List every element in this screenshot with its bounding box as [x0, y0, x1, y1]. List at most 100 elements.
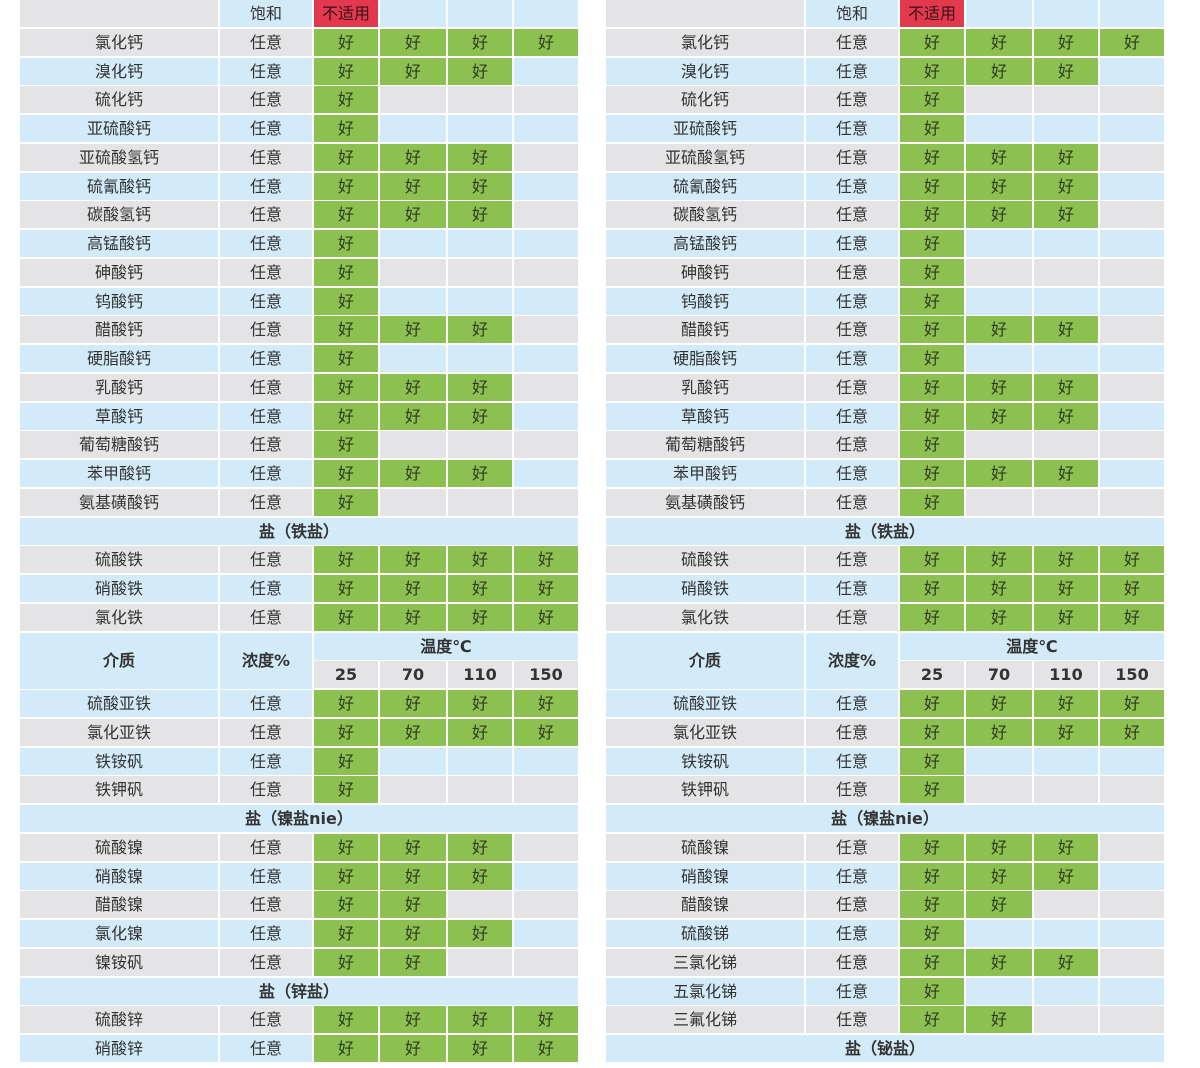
result-good: 好	[314, 86, 378, 114]
medium-name: 高锰酸钙	[20, 230, 218, 257]
section-title: 盐（铁盐）	[20, 517, 578, 545]
medium-name: 草酸钙	[20, 402, 218, 430]
result-empty	[514, 862, 578, 890]
result-not-applicable: 不适用	[900, 0, 964, 27]
medium-name: 铁钾矾	[606, 776, 804, 804]
concentration: 任意	[220, 603, 312, 631]
result-good: 好	[448, 402, 512, 430]
result-good: 好	[966, 690, 1032, 717]
result-empty	[1100, 460, 1164, 487]
result-good: 好	[314, 603, 378, 631]
result-empty	[448, 258, 512, 286]
medium-name: 氨基磺酸钙	[606, 488, 804, 516]
section-title: 盐（镍盐nie）	[606, 805, 1164, 832]
result-good: 好	[314, 402, 378, 430]
result-empty	[966, 0, 1032, 27]
result-good: 好	[314, 690, 378, 717]
header-temp-70: 70	[380, 661, 446, 689]
result-good: 好	[314, 747, 378, 775]
result-good: 好	[900, 258, 964, 286]
medium-name: 硝酸锌	[20, 1035, 218, 1062]
medium-name: 钨酸钙	[606, 287, 804, 315]
result-good: 好	[314, 1035, 378, 1062]
result-good: 好	[448, 201, 512, 229]
result-empty	[380, 230, 446, 257]
result-good: 好	[900, 460, 964, 487]
result-good: 好	[380, 948, 446, 976]
result-good: 好	[448, 1006, 512, 1034]
medium-name: 铁铵矾	[20, 747, 218, 775]
result-good: 好	[1034, 28, 1098, 56]
medium-name: 氯化铁	[606, 603, 804, 631]
medium-name: 碳酸氢钙	[20, 201, 218, 229]
result-empty	[448, 488, 512, 516]
header-temp-70: 70	[966, 661, 1032, 689]
result-good: 好	[380, 316, 446, 344]
result-good: 好	[900, 862, 964, 890]
medium-name: 硫氰酸钙	[606, 172, 804, 200]
section-title: 盐（铋盐）	[606, 1035, 1164, 1062]
concentration: 任意	[806, 833, 898, 861]
result-empty	[966, 230, 1032, 257]
result-good: 好	[314, 718, 378, 746]
result-good: 好	[966, 373, 1032, 401]
result-empty	[514, 86, 578, 114]
result-good: 好	[380, 373, 446, 401]
result-good: 好	[900, 546, 964, 574]
result-good: 好	[380, 143, 446, 171]
result-empty	[966, 747, 1032, 775]
result-good: 好	[380, 891, 446, 919]
result-good: 好	[314, 546, 378, 574]
result-good: 好	[514, 690, 578, 717]
result-good: 好	[314, 345, 378, 372]
result-empty	[514, 230, 578, 257]
result-empty	[514, 172, 578, 200]
result-empty	[966, 345, 1032, 372]
result-good: 好	[900, 690, 964, 717]
medium-name: 镍铵矾	[20, 948, 218, 976]
result-empty	[514, 57, 578, 85]
concentration: 任意	[806, 747, 898, 775]
medium-name: 溴化钙	[606, 57, 804, 85]
result-good: 好	[380, 1035, 446, 1062]
result-empty	[448, 0, 512, 27]
concentration: 任意	[806, 603, 898, 631]
section-title: 盐（铁盐）	[606, 517, 1164, 545]
result-empty	[1100, 1006, 1164, 1034]
result-empty	[1100, 287, 1164, 315]
result-good: 好	[1034, 373, 1098, 401]
concentration: 任意	[220, 747, 312, 775]
result-empty	[514, 373, 578, 401]
concentration: 任意	[806, 258, 898, 286]
result-good: 好	[314, 28, 378, 56]
result-empty	[448, 776, 512, 804]
medium-name: 硬脂酸钙	[20, 345, 218, 372]
result-empty	[966, 86, 1032, 114]
header-temp-110: 110	[1034, 661, 1098, 689]
result-good: 好	[448, 833, 512, 861]
result-good: 好	[380, 546, 446, 574]
result-good: 好	[314, 920, 378, 947]
result-good: 好	[900, 172, 964, 200]
result-empty	[1100, 920, 1164, 947]
result-good: 好	[514, 1035, 578, 1062]
medium-name: 三氟化锑	[606, 1006, 804, 1034]
result-good: 好	[448, 172, 512, 200]
result-empty	[966, 287, 1032, 315]
header-temp-110: 110	[448, 661, 512, 689]
result-good: 好	[448, 316, 512, 344]
medium-name: 硫酸亚铁	[20, 690, 218, 717]
medium-name: 硝酸铁	[20, 575, 218, 602]
result-good: 好	[1100, 28, 1164, 56]
result-good: 好	[380, 690, 446, 717]
result-good: 好	[1034, 690, 1098, 717]
result-empty	[1034, 920, 1098, 947]
concentration: 任意	[806, 862, 898, 890]
medium-name: 醋酸镍	[606, 891, 804, 919]
result-empty	[1034, 776, 1098, 804]
concentration: 任意	[220, 86, 312, 114]
medium-name: 氯化铁	[20, 603, 218, 631]
result-empty	[514, 891, 578, 919]
concentration: 任意	[806, 316, 898, 344]
result-good: 好	[448, 57, 512, 85]
